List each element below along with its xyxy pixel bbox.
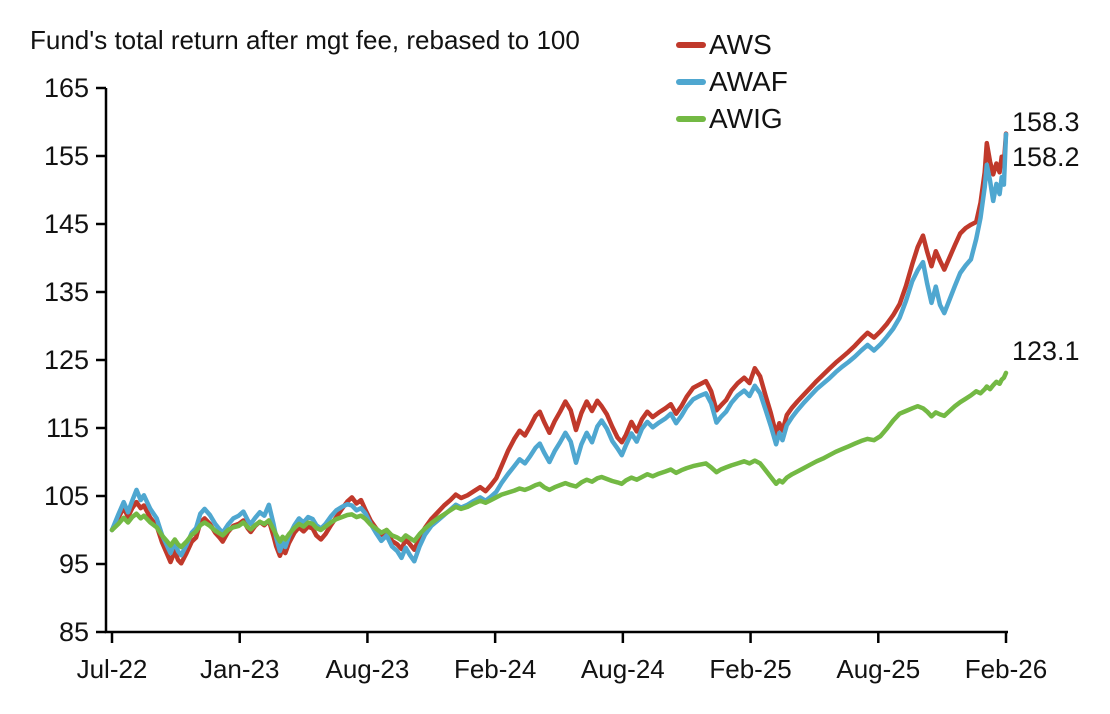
legend-item-aws: AWS	[676, 26, 788, 63]
x-tick-label: Feb-24	[454, 654, 536, 684]
aws-legend-label: AWS	[709, 28, 772, 60]
x-tick-label: Aug-23	[326, 654, 410, 684]
legend-item-awaf: AWAF	[676, 63, 788, 100]
awaf-legend-label: AWAF	[709, 65, 788, 97]
aws-legend-line-swatch	[676, 41, 706, 48]
y-tick-label: 95	[59, 549, 89, 579]
legend-item-awig: AWIG	[676, 100, 788, 137]
y-tick-label: 125	[44, 345, 89, 375]
awaf-end-value-label: 158.2	[1012, 142, 1080, 172]
awig-legend-line-swatch	[676, 115, 706, 122]
awig-end-value-label: 123.1	[1012, 336, 1080, 366]
awaf-legend-line-swatch	[676, 78, 706, 85]
x-tick-label: Aug-25	[836, 654, 920, 684]
chart-title: Fund's total return after mgt fee, rebas…	[30, 25, 580, 55]
aws-end-value-label: 158.3	[1012, 107, 1080, 137]
y-tick-label: 85	[59, 617, 89, 647]
y-tick-label: 165	[44, 73, 89, 103]
x-tick-label: Jul-22	[77, 654, 148, 684]
x-tick-label: Jan-23	[200, 654, 280, 684]
awaf-series-line	[109, 131, 1009, 564]
y-tick-label: 135	[44, 277, 89, 307]
y-tick-label: 155	[44, 141, 89, 171]
y-tick-label: 115	[46, 413, 89, 443]
x-tick-label: Feb-25	[709, 654, 791, 684]
awig-legend-label: AWIG	[709, 102, 783, 134]
x-tick-label: Aug-24	[581, 654, 665, 684]
axis-line	[104, 88, 1008, 634]
awig-series-line	[109, 370, 1009, 550]
y-tick-label: 105	[44, 481, 89, 511]
legend: AWS AWAF AWIG	[676, 26, 788, 137]
y-tick-label: 145	[44, 209, 89, 239]
x-tick-label: Feb-26	[965, 654, 1047, 684]
